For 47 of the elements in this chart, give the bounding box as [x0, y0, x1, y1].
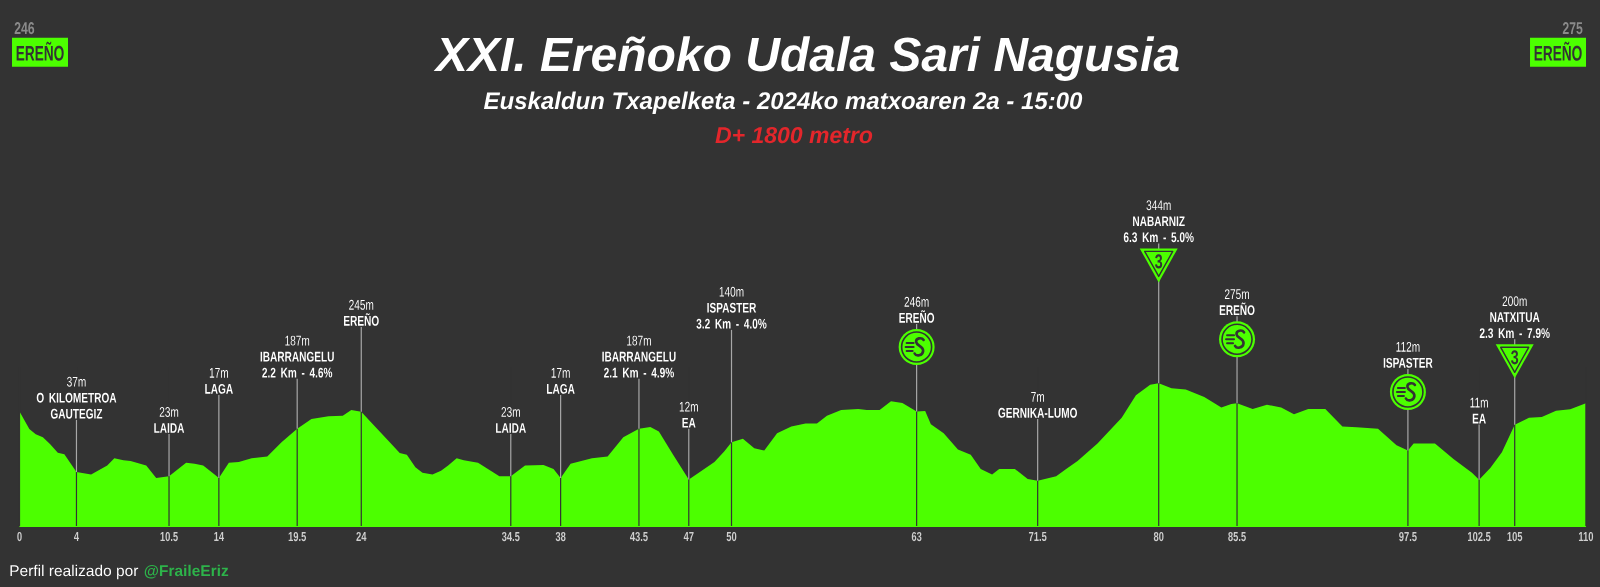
text: 275: [1562, 22, 1583, 35]
text: EREÑO: [16, 41, 64, 61]
annotation: 7m GERNIKA-LUMO: [998, 392, 1077, 418]
annotation: 344m NABARNIZ 6.3 Km - 5.0%: [1123, 200, 1194, 243]
x-tick-label: 19.5: [288, 531, 307, 542]
annotation: 275m EREÑO: [1219, 289, 1255, 316]
chart-subtitle: Euskaldun Txapelketa - 2024ko matxoaren 2a - 15:00: [483, 91, 1083, 114]
x-tick-label: 0: [17, 531, 22, 542]
x-tick-label: 14: [214, 531, 225, 541]
x-tick-label: 43.5: [629, 531, 648, 542]
x-tick-label: 97.5: [1399, 531, 1417, 542]
annotation: 17m LAGA: [547, 368, 575, 394]
x-tick-label: 80: [1153, 531, 1164, 542]
x-tick-label: 4: [74, 531, 80, 541]
annotation: 17m LAGA: [205, 368, 233, 394]
x-tick-label: 47: [683, 531, 694, 541]
x-tick-label: 85.5: [1228, 531, 1246, 542]
annotation: 12m EA: [679, 401, 698, 428]
x-tick-label: 105: [1507, 531, 1523, 542]
x-tick-label: 50: [726, 531, 737, 542]
x-tick-label: 71.5: [1028, 531, 1047, 541]
annotation: 11m EA: [1470, 397, 1488, 424]
x-tick-label: 38: [555, 531, 566, 542]
text: @FraileEriz: [144, 564, 229, 579]
text: Perfil realizado por: [10, 564, 139, 580]
annotation: 23m LAIDA: [154, 407, 185, 433]
annotation: 245m EREÑO: [344, 299, 379, 326]
x-tick-label: 102.5: [1468, 531, 1491, 542]
text: EREÑO: [1534, 41, 1582, 61]
chart-title: XXI. Ereñoko Udala Sari Nagusia: [433, 36, 1179, 81]
annotation: 23m LAIDA: [496, 407, 526, 433]
annotation: 246m EREÑO: [899, 296, 935, 323]
annotation: 140m ISPASTER 3.2 Km - 4.0%: [696, 286, 767, 329]
annotation: 112m ISPASTER: [1383, 341, 1433, 368]
x-tick-label: 24: [356, 531, 367, 542]
annotation: 187m IBARRANGELU 2.1 Km - 4.9%: [602, 335, 676, 378]
x-tick-label: 34.5: [501, 531, 520, 542]
annotation: 200m NATXITUA 2.3 Km - 7.9%: [1479, 296, 1550, 339]
x-tick-label: 110: [1578, 531, 1594, 542]
annotation: 3: [1155, 254, 1163, 269]
text: D+ 1800 metro: [715, 126, 873, 144]
x-tick-label: 63: [911, 531, 922, 542]
x-tick-label: 10.5: [160, 531, 178, 542]
annotation: 3: [1511, 350, 1519, 365]
annotation: 187m IBARRANGELU 2.2 Km - 4.6%: [260, 335, 334, 378]
annotation: 37m O KILOMETROA GAUTEGIZ: [36, 376, 117, 419]
text: 246: [14, 22, 35, 35]
